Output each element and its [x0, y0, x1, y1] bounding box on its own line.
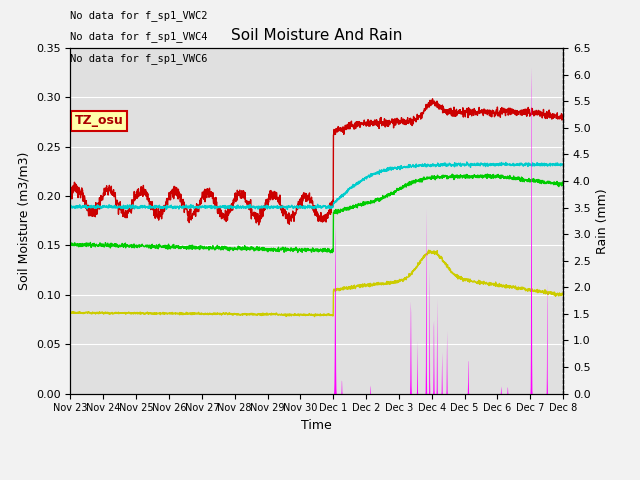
- Text: No data for f_sp1_VWC6: No data for f_sp1_VWC6: [70, 53, 208, 64]
- Text: No data for f_sp1_VWC4: No data for f_sp1_VWC4: [70, 31, 208, 42]
- Y-axis label: Rain (mm): Rain (mm): [596, 188, 609, 253]
- Legend: sp1_VWC1, sp1_VWC3, sp1_VWC5, sp1_VWC7, sp1_Rain: sp1_VWC1, sp1_VWC3, sp1_VWC5, sp1_VWC7, …: [88, 475, 545, 480]
- Text: No data for f_sp1_VWC2: No data for f_sp1_VWC2: [70, 10, 208, 21]
- Title: Soil Moisture And Rain: Soil Moisture And Rain: [231, 28, 403, 43]
- Text: TZ_osu: TZ_osu: [75, 114, 124, 127]
- X-axis label: Time: Time: [301, 419, 332, 432]
- Y-axis label: Soil Moisture (m3/m3): Soil Moisture (m3/m3): [17, 152, 30, 290]
